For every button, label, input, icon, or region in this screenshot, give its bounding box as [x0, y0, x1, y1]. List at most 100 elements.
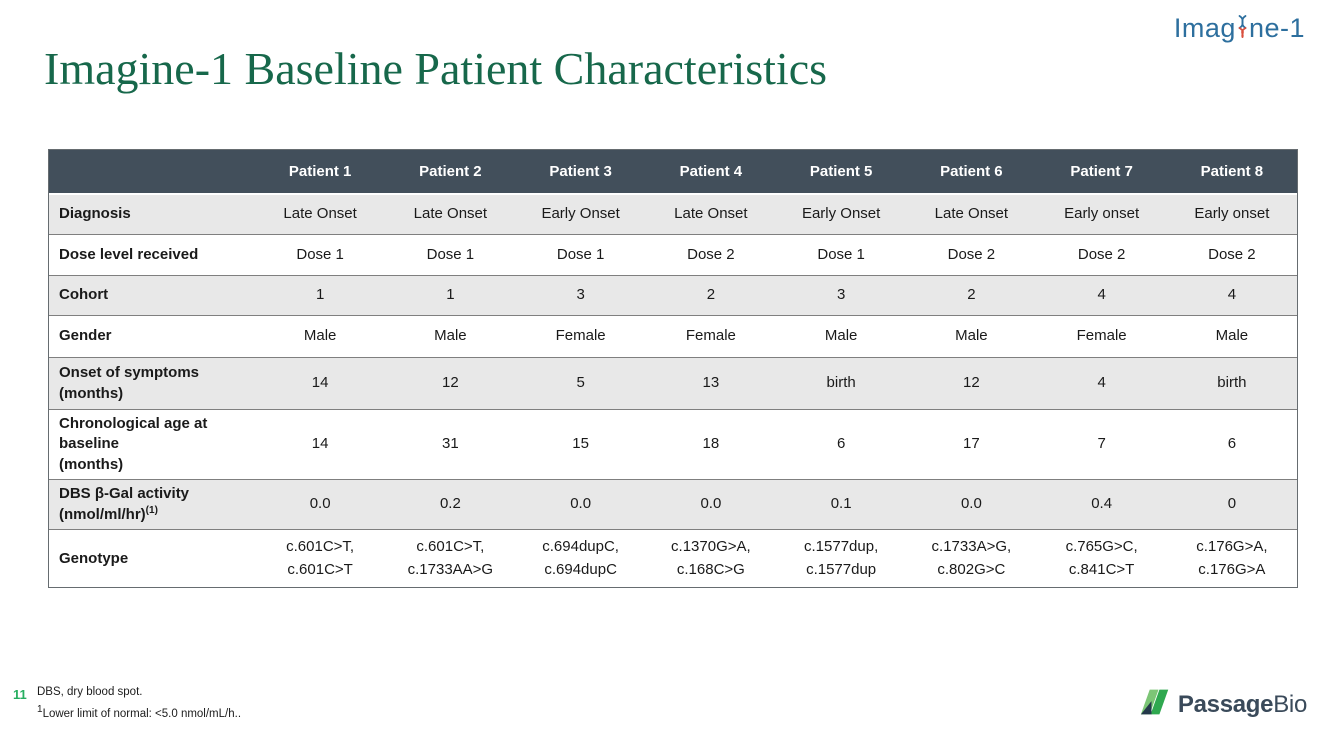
table-cell: 0.1	[776, 478, 907, 530]
page-title: Imagine-1 Baseline Patient Characteristi…	[44, 43, 828, 94]
table-cell: 4	[1036, 357, 1167, 409]
table-cell: 1	[385, 275, 516, 315]
table-cell: 6	[1166, 409, 1297, 479]
table-cell: Late Onset	[385, 193, 516, 234]
table-cell: 31	[385, 409, 516, 479]
table-cell: Male	[385, 315, 516, 357]
table-cell: 0.0	[255, 478, 386, 530]
patient-column-header: Patient 6	[906, 150, 1037, 193]
table-cell: 2	[906, 275, 1037, 315]
row-label: Cohort	[49, 275, 255, 315]
table-cell: Early onset	[1166, 193, 1297, 234]
table-row: Chronological age at baseline (months) 14 31…	[49, 409, 1297, 479]
table-cell: Dose 1	[515, 234, 646, 275]
table-row: Cohort 1 1 3 2 3 2 4 4	[49, 275, 1297, 315]
patient-column-header: Patient 2	[385, 150, 516, 193]
row-label: Genotype	[49, 529, 255, 587]
footnote-superscript: 1	[37, 703, 43, 715]
passagebio-flag-icon	[1140, 688, 1170, 721]
table-row: Gender Male Male Female Female Male Male Female…	[49, 315, 1297, 357]
table-cell: Late Onset	[906, 193, 1037, 234]
table-cell: 12	[385, 357, 516, 409]
table-cell: Female	[1036, 315, 1167, 357]
table-cell: 2	[645, 275, 776, 315]
table-cell: 0.0	[645, 478, 776, 530]
table-cell: Dose 1	[385, 234, 516, 275]
table-cell: Dose 2	[645, 234, 776, 275]
patient-column-header: Patient 1	[255, 150, 386, 193]
row-label: Diagnosis	[49, 193, 255, 234]
table-row: DBS β-Gal activity (nmol/ml/hr)(1) 0.0 0.2 0…	[49, 478, 1297, 530]
row-label: Onset of symptoms (months)	[49, 357, 255, 409]
imagine1-logo: Imag ne-1	[1174, 13, 1305, 44]
table-row: Dose level received Dose 1 Dose 1 Dose 1 Dos…	[49, 234, 1297, 275]
row-label: Chronological age at baseline (months)	[49, 409, 255, 479]
table-cell: 0.4	[1036, 478, 1167, 530]
table-cell: 3	[515, 275, 646, 315]
table-cell: Early Onset	[515, 193, 646, 234]
table-cell: c.176G>A, c.176G>A	[1166, 529, 1297, 587]
table-row: Diagnosis Late Onset Late Onset Early Onset…	[49, 193, 1297, 234]
table-cell: Dose 1	[776, 234, 907, 275]
table-cell: Male	[255, 315, 386, 357]
patient-column-header: Patient 3	[515, 150, 646, 193]
imagine1-logo-suffix: ne-1	[1248, 13, 1305, 43]
table-cell: 14	[255, 409, 386, 479]
table-cell: Late Onset	[255, 193, 386, 234]
row-label: Dose level received	[49, 234, 255, 275]
row-label: DBS β-Gal activity (nmol/ml/hr)(1)	[49, 478, 255, 530]
imagine1-logo-prefix: Imag	[1173, 13, 1236, 43]
corner-header-cell	[49, 150, 255, 193]
table-cell: Dose 2	[906, 234, 1037, 275]
table-cell: 4	[1166, 275, 1297, 315]
table-body: Diagnosis Late Onset Late Onset Early Onset…	[49, 193, 1297, 587]
table-cell: 3	[776, 275, 907, 315]
table-cell: 15	[515, 409, 646, 479]
table-cell: c.765G>C, c.841C>T	[1036, 529, 1167, 587]
table-cell: 13	[645, 357, 776, 409]
table-cell: Early onset	[1036, 193, 1167, 234]
table-cell: 6	[776, 409, 907, 479]
passagebio-wordmark: PassageBio	[1177, 690, 1307, 718]
table-cell: c.1577dup, c.1577dup	[776, 529, 907, 587]
table-cell: Male	[906, 315, 1037, 357]
table-cell: birth	[776, 357, 907, 409]
table-cell: Early Onset	[776, 193, 907, 234]
footnote-lower-limit: 1Lower limit of normal: <5.0 nmol/mL/h..	[37, 703, 242, 720]
table-cell: c.601C>T, c.601C>T	[255, 529, 386, 587]
patient-column-header: Patient 4	[645, 150, 776, 193]
table-cell: Female	[645, 315, 776, 357]
table-cell: 12	[906, 357, 1037, 409]
table-cell: c.694dupC, c.694dupC	[515, 529, 646, 587]
table-cell: Female	[515, 315, 646, 357]
table-cell: Male	[776, 315, 907, 357]
table-cell: c.1733A>G, c.802G>C	[906, 529, 1037, 587]
table-cell: 17	[906, 409, 1037, 479]
table-cell: 14	[255, 357, 386, 409]
table-cell: Dose 2	[1036, 234, 1167, 275]
table-cell: birth	[1166, 357, 1297, 409]
table-cell: Male	[1166, 315, 1297, 357]
row-label-superscript: (1)	[145, 505, 158, 516]
table-row: Onset of symptoms (months) 14 12 5 13 birth 12 4…	[49, 357, 1297, 409]
table-cell: 0.0	[906, 478, 1037, 530]
patient-column-header: Patient 7	[1036, 150, 1167, 193]
table-cell: Late Onset	[645, 193, 776, 234]
table-cell: 1	[255, 275, 386, 315]
data-table: Patient 1 Patient 2 Patient 3 Patient 4 Pati…	[49, 150, 1297, 587]
footnote-dbs: DBS, dry blood spot.	[37, 686, 143, 698]
table-cell: Dose 1	[255, 234, 386, 275]
patient-column-header: Patient 8	[1166, 150, 1297, 193]
table-cell: 0.2	[385, 478, 516, 530]
table-row: Genotype c.601C>T, c.601C>T c.601C>T, c.17…	[49, 529, 1297, 587]
table-cell: 4	[1036, 275, 1167, 315]
table-header-row: Patient 1 Patient 2 Patient 3 Patient 4 Pati…	[49, 150, 1297, 193]
patient-column-header: Patient 5	[776, 150, 907, 193]
table-cell: Dose 2	[1166, 234, 1297, 275]
table-cell: 7	[1036, 409, 1167, 479]
passagebio-logo: PassageBio	[1140, 688, 1307, 721]
slide-number: 11	[13, 687, 27, 702]
footnotes: DBS, dry blood spot. 1Lower limit of nor…	[37, 684, 241, 723]
patient-characteristics-table: Patient 1 Patient 2 Patient 3 Patient 4 Pati…	[48, 149, 1298, 589]
